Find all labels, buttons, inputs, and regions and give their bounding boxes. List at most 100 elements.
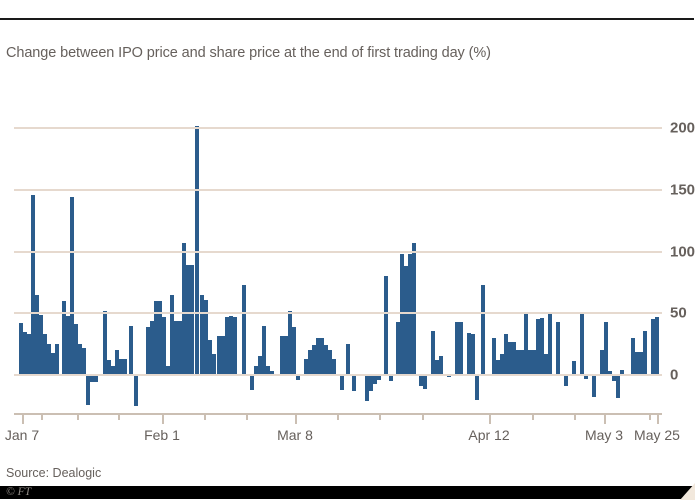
data-bar [312,345,316,375]
x-axis-major-tick [604,413,606,424]
data-bar [635,351,639,375]
data-bar [43,334,47,375]
x-axis-minor-tick [649,413,651,420]
data-bar [508,341,512,375]
data-bar [352,375,356,392]
data-bar [608,371,612,375]
data-bar [544,354,548,375]
data-bar [580,312,584,375]
data-bar [146,326,150,375]
x-axis-minor-tick [118,413,120,420]
x-axis-minor-tick [574,413,576,420]
data-bar [66,315,70,375]
data-bar [304,358,308,375]
data-bar [455,321,459,375]
data-bar [620,370,624,375]
data-bar [55,344,59,375]
data-bar [190,265,194,375]
x-axis-minor-tick [337,413,339,420]
data-bar [369,375,373,392]
x-axis-major-tick [22,413,24,424]
data-bar [23,331,27,375]
data-bar [39,314,43,375]
data-bar [158,300,162,375]
data-bar [524,312,528,375]
data-bar [389,375,393,382]
data-bar [123,358,127,375]
data-bar [204,299,208,375]
data-bar [532,350,536,375]
data-bar [471,334,475,375]
x-axis-minor-tick [77,413,79,420]
data-bar [616,375,620,399]
data-bar [631,337,635,375]
data-bar [74,324,78,375]
x-axis-minor-tick [204,413,206,420]
data-bar [195,125,199,375]
data-bar [225,317,229,375]
data-bar [186,265,190,375]
data-bar [111,366,115,375]
data-bar [408,254,412,375]
chart-title: Change between IPO price and share price… [6,45,491,61]
x-axis-major-tick [162,413,164,424]
data-bar [292,326,296,375]
data-bar [467,333,471,375]
data-bar [396,321,400,375]
corner-triangle-icon [680,483,695,500]
data-bar [27,334,31,375]
data-bar [592,375,596,398]
gridline [14,374,662,376]
data-bar [431,330,435,375]
source-label: Source: Dealogic [6,466,102,480]
data-bar [170,294,174,375]
data-bar [643,330,647,375]
data-bar [340,375,344,390]
data-bar [296,375,300,380]
data-bar [564,375,568,387]
data-bar [604,321,608,375]
x-axis-date-label: Apr 12 [468,427,510,443]
y-axis-label: 200 [670,119,696,137]
gridline [14,127,662,130]
data-bar [439,356,443,375]
data-bar [639,351,643,375]
data-bar [242,284,246,375]
data-bar [94,375,98,383]
footer-bar: © FT [0,486,694,499]
data-bar [280,335,284,375]
data-bar [365,375,369,401]
data-bar [423,375,427,389]
data-bar [19,323,23,375]
x-axis-minor-tick [379,413,381,420]
data-bar [174,320,178,375]
x-axis-major-tick [295,413,297,424]
data-bar [572,361,576,375]
x-axis-major-tick [657,413,659,424]
data-bar [447,375,451,378]
x-axis-date-label: May 25 [634,427,680,443]
y-axis-label: 0 [670,366,679,384]
data-bar [150,320,154,375]
data-bar [270,371,274,375]
data-bar [86,375,90,405]
data-bar [475,375,479,400]
data-bar [651,319,655,375]
data-bar [262,325,266,375]
data-bar [481,284,485,375]
data-bar [404,266,408,375]
x-axis-minor-tick [532,413,534,420]
data-bar [208,340,212,375]
data-bar [47,344,51,375]
data-bar [320,337,324,375]
data-bar [346,344,350,375]
data-bar [266,366,270,375]
data-bar [107,360,111,375]
data-bar [412,242,416,375]
data-bar [70,197,74,375]
data-bar [536,319,540,375]
data-bar [284,335,288,375]
data-bar [512,341,516,375]
data-bar [154,300,158,375]
data-bar [435,360,439,375]
